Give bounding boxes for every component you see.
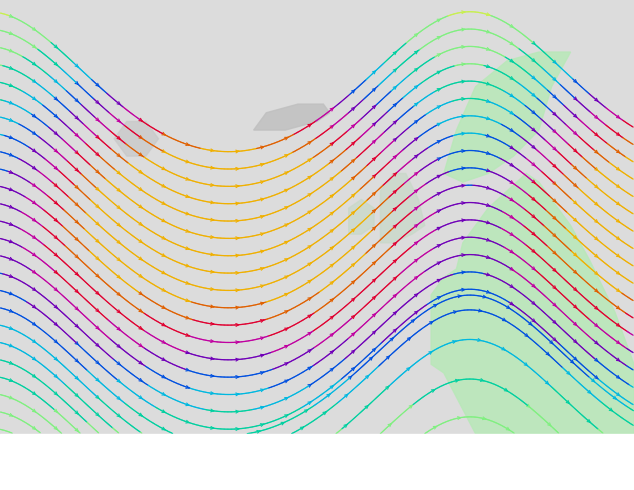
Text: >100: >100 xyxy=(249,466,286,479)
Polygon shape xyxy=(254,104,330,130)
Text: 10: 10 xyxy=(8,466,25,479)
Text: 50: 50 xyxy=(113,466,131,479)
Text: 90: 90 xyxy=(222,466,239,479)
Polygon shape xyxy=(114,122,158,156)
Polygon shape xyxy=(431,173,634,434)
Text: 20: 20 xyxy=(33,466,51,479)
Text: 80: 80 xyxy=(195,466,212,479)
Polygon shape xyxy=(349,199,374,234)
Text: ©weatheronline.co.uk: ©weatheronline.co.uk xyxy=(502,469,626,479)
Polygon shape xyxy=(380,173,425,243)
Text: Streamlines 300 hPa [kts] ECMWF: Streamlines 300 hPa [kts] ECMWF xyxy=(8,441,220,455)
Polygon shape xyxy=(444,52,571,182)
Text: 30: 30 xyxy=(58,466,75,479)
Text: We 29-05-2024 18:00 UTC (06+60): We 29-05-2024 18:00 UTC (06+60) xyxy=(406,441,626,455)
Text: 40: 40 xyxy=(86,466,103,479)
Text: 70: 70 xyxy=(168,466,186,479)
Text: 60: 60 xyxy=(141,466,158,479)
